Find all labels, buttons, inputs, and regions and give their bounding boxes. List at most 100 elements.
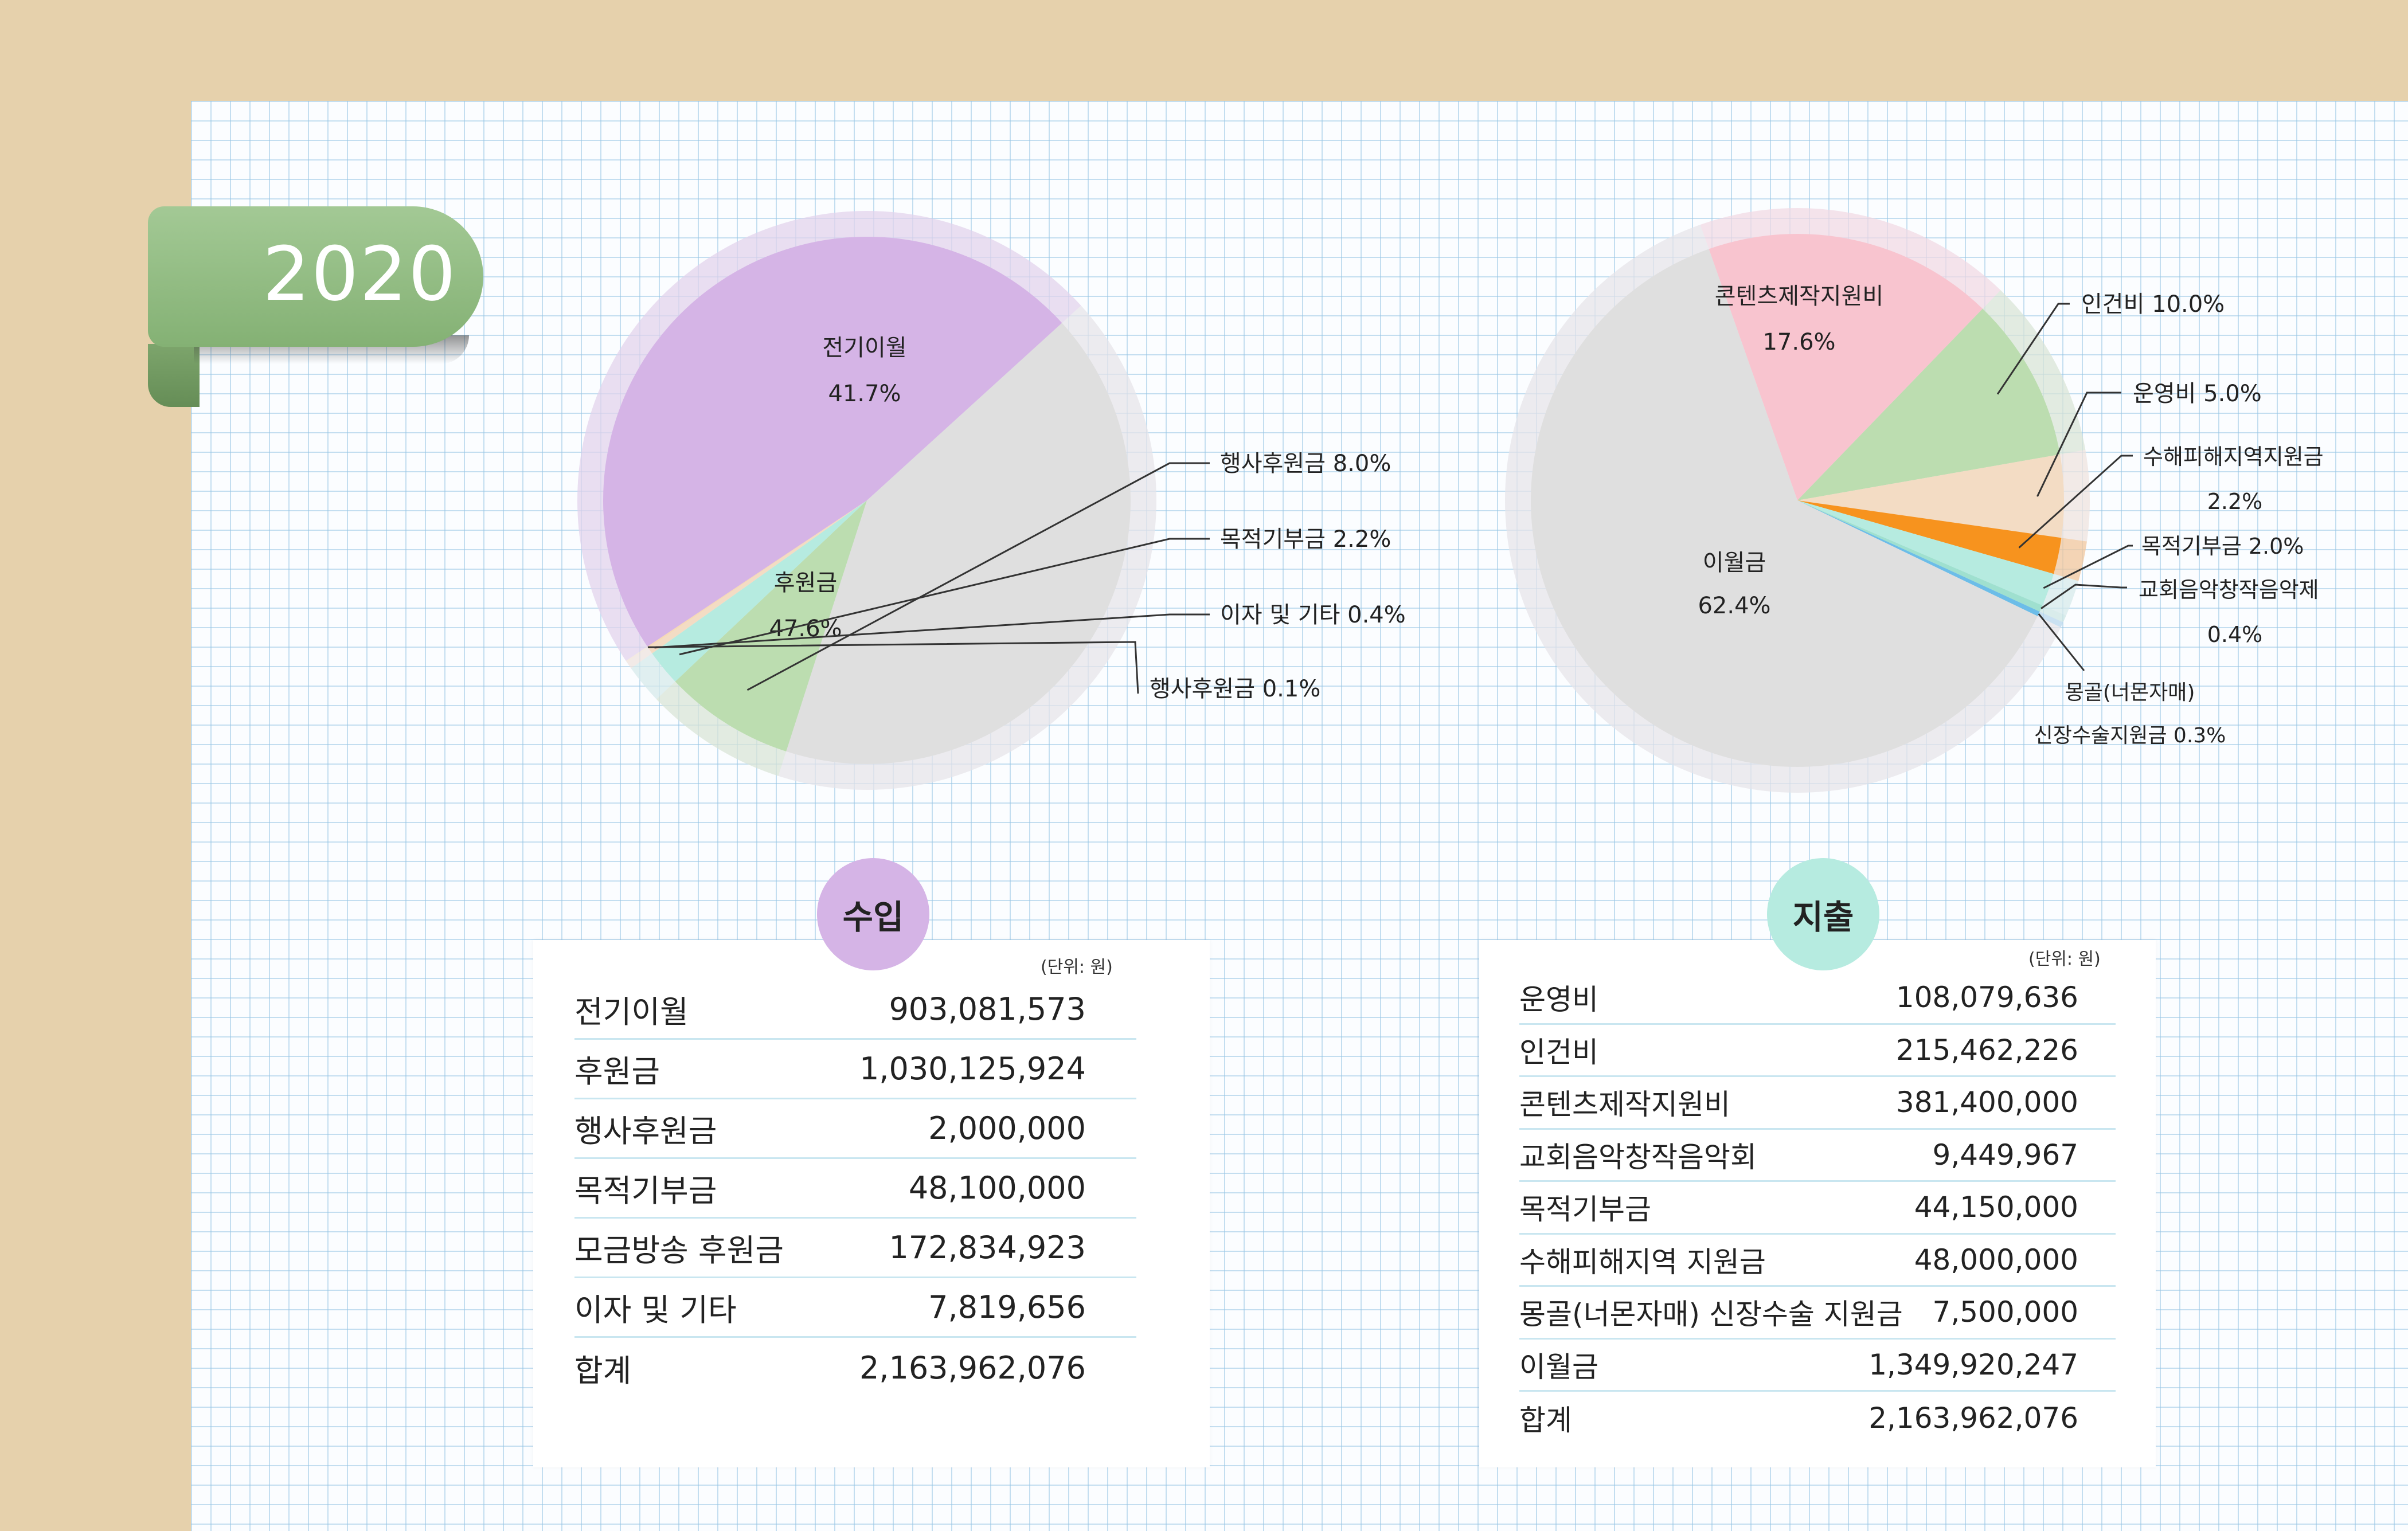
- row-label: 합계: [1519, 1403, 1572, 1437]
- row-label: 교회음악창작음악회: [1519, 1140, 1757, 1174]
- pie-slice: [1797, 308, 2061, 500]
- callout-line: [654, 613, 1210, 649]
- table-row: 콘텐츠제작지원비 381,400,000: [1519, 1077, 2116, 1130]
- callout-line: [746, 462, 1210, 691]
- callout-label: 몽골(너몬자매): [2065, 681, 2195, 704]
- row-value: 44,150,000: [1914, 1191, 2078, 1224]
- table-row: 전기이월 903,081,573: [574, 980, 1136, 1040]
- pie-slice: [652, 500, 867, 682]
- slice-label: 전기이월: [822, 335, 906, 361]
- row-value: 172,834,923: [889, 1230, 1086, 1266]
- slice-value-label: 62.4%: [1698, 593, 1770, 619]
- table-row: 운영비 108,079,636: [1519, 972, 2116, 1025]
- pie-slice: [1531, 249, 2038, 767]
- income-table-card: (단위: 원) 전기이월 903,081,573 후원금 1,030,125,924 행…: [533, 940, 1210, 1467]
- row-value: 7,819,656: [928, 1289, 1086, 1325]
- expense-unit-label: (단위: 원): [2028, 949, 2101, 969]
- table-row: 합계 2,163,962,076: [1519, 1392, 2116, 1444]
- callout-line: [2040, 584, 2127, 609]
- row-value: 215,462,226: [1895, 1033, 2078, 1067]
- pie-slice: [1797, 454, 2064, 538]
- table-row: 후원금 1,030,125,924: [574, 1040, 1136, 1099]
- income-unit-label: (단위: 원): [1041, 957, 1113, 977]
- table-row: 모금방송 후원금 172,834,923: [574, 1219, 1136, 1278]
- callout-label: 행사후원금 8.0%: [1220, 451, 1391, 477]
- row-label: 모금방송 후원금: [574, 1232, 784, 1268]
- slice-label: 이월금: [1703, 550, 1766, 576]
- pie-slice: [647, 500, 867, 648]
- callout-label: 이자 및 기타 0.4%: [1220, 602, 1406, 628]
- row-label: 후원금: [574, 1054, 660, 1090]
- row-label: 전기이월: [574, 994, 689, 1030]
- row-label: 몽골(너몬자매) 신장수술 지원금: [1519, 1298, 1903, 1332]
- callout-line: [1996, 303, 2070, 395]
- pie-slice: [786, 323, 1131, 764]
- table-row: 이월금 1,349,920,247: [1519, 1340, 2116, 1392]
- row-value: 9,449,967: [1932, 1138, 2078, 1172]
- callout-label: 2.2%: [2207, 489, 2263, 514]
- row-label: 콘텐츠제작지원비: [1519, 1088, 1730, 1122]
- callout-label: 행사후원금 0.1%: [1150, 676, 1320, 702]
- callout-label: 교회음악창작음악제: [2139, 577, 2319, 602]
- year-label: 2020: [263, 230, 457, 318]
- slice-value-label: 17.6%: [1762, 329, 1835, 355]
- pie-slice: [1797, 500, 2040, 616]
- callout-line: [2036, 391, 2121, 497]
- callout-line: [647, 641, 1139, 694]
- pie-slice: [1709, 234, 1983, 500]
- expense-table-card: (단위: 원) 운영비 108,079,636 인건비 215,462,226 콘텐츠제…: [1479, 940, 2156, 1467]
- row-value: 2,163,962,076: [1868, 1401, 2078, 1435]
- callout-line: [2043, 545, 2133, 589]
- row-label: 이월금: [1519, 1350, 1598, 1384]
- table-row: 인건비 215,462,226: [1519, 1025, 2116, 1077]
- row-value: 108,079,636: [1895, 981, 2078, 1015]
- income-badge: 수입: [817, 858, 929, 970]
- row-value: 48,000,000: [1914, 1243, 2078, 1277]
- row-label: 수해피해지역 지원금: [1519, 1245, 1766, 1279]
- table-row: 수해피해지역 지원금 48,000,000: [1519, 1235, 2116, 1287]
- row-label: 행사후원금: [574, 1113, 717, 1149]
- callout-label: 인건비 10.0%: [2081, 291, 2225, 318]
- table-row: 합계 2,163,962,076: [574, 1338, 1136, 1397]
- callout-label: 신장수술지원금 0.3%: [2034, 724, 2226, 747]
- row-label: 운영비: [1519, 983, 1598, 1017]
- row-value: 381,400,000: [1895, 1086, 2078, 1119]
- ribbon-fold: [148, 344, 200, 407]
- row-label: 이자 및 기타: [574, 1292, 737, 1328]
- year-ribbon: 2020: [148, 206, 486, 418]
- callout-label: 운영비 5.0%: [2133, 381, 2262, 407]
- row-label: 합계: [574, 1352, 632, 1389]
- table-row: 이자 및 기타 7,819,656: [574, 1278, 1136, 1338]
- row-value: 7,500,000: [1932, 1295, 2078, 1329]
- row-value: 903,081,573: [889, 991, 1086, 1027]
- row-label: 목적기부금: [574, 1173, 717, 1209]
- callout-label: 수해피해지역지원금: [2143, 444, 2324, 469]
- row-label: 인건비: [1519, 1035, 1598, 1069]
- pie-slice: [648, 500, 867, 653]
- table-row: 교회음악창작음악회 9,449,967: [1519, 1130, 2116, 1182]
- slice-label: 콘텐츠제작지원비: [1715, 283, 1883, 310]
- pie-slice: [1797, 500, 2043, 612]
- pie-slice: [1797, 500, 2062, 574]
- row-label: 목적기부금: [1519, 1193, 1651, 1227]
- expense-badge: 지출: [1767, 858, 1879, 970]
- row-value: 1,030,125,924: [859, 1051, 1086, 1087]
- table-row: 목적기부금 44,150,000: [1519, 1182, 2116, 1235]
- pie-slice: [603, 237, 1062, 647]
- row-value: 2,000,000: [928, 1110, 1086, 1146]
- callout-line: [2018, 455, 2133, 549]
- ribbon-tab: 2020: [148, 206, 483, 347]
- callout-label: 0.4%: [2207, 622, 2263, 647]
- slice-value-label: 41.7%: [828, 381, 901, 407]
- row-value: 2,163,962,076: [859, 1349, 1086, 1386]
- row-value: 1,349,920,247: [1868, 1348, 2078, 1381]
- callout-line: [2038, 613, 2085, 671]
- row-value: 48,100,000: [908, 1170, 1086, 1206]
- callout-line: [679, 538, 1210, 656]
- pie-slice: [675, 500, 867, 751]
- callout-label: 목적기부금 2.2%: [1220, 526, 1391, 553]
- callout-label: 목적기부금 2.0%: [2141, 534, 2304, 559]
- slice-label: 후원금: [774, 570, 837, 596]
